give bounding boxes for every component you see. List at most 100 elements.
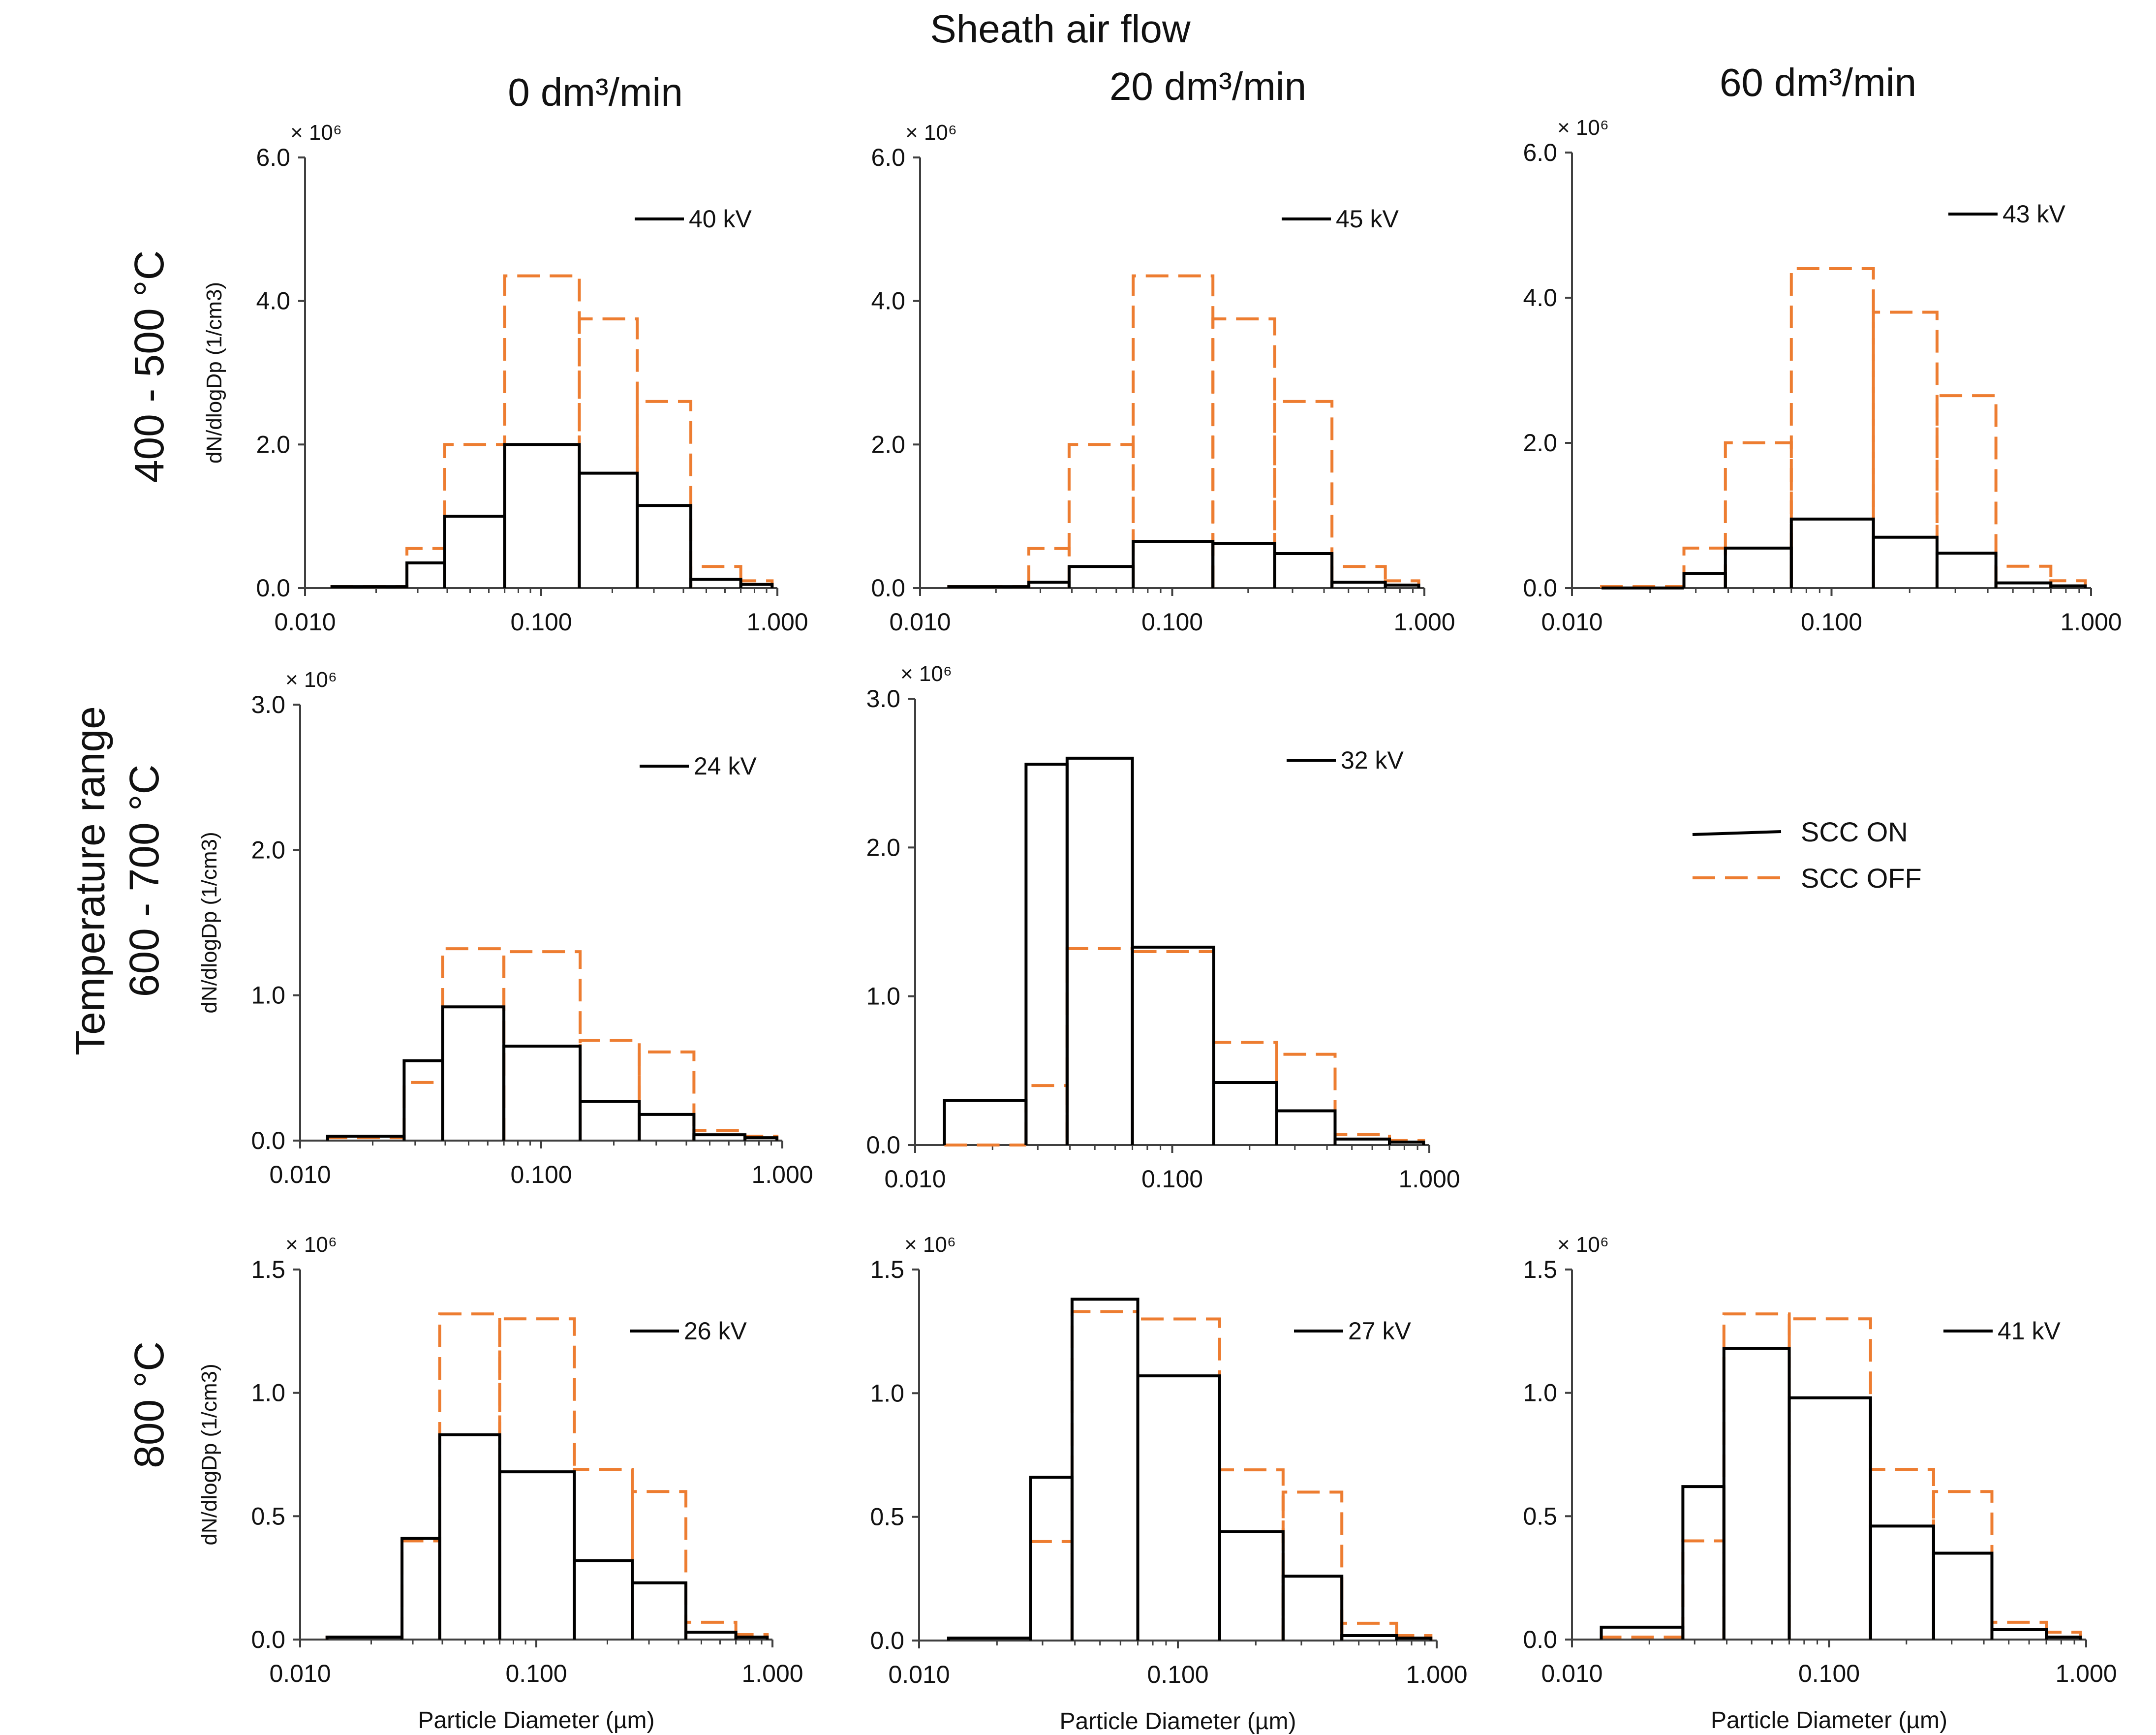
legend-label-scc-off: SCC OFF (1801, 863, 1922, 894)
row-labels: 400 - 500 °C Temperature range 600 - 700… (67, 250, 172, 1468)
y-multiplier-label: × 10⁶ (905, 121, 957, 145)
bar-scc-on (1724, 546, 1793, 588)
figure-header: Sheath air flow 0 dm³/min 20 dm³/min 60 … (508, 7, 1916, 114)
y-tick-label: 1.0 (866, 983, 900, 1010)
series-scc-off (325, 1312, 769, 1640)
bar-scc-on (1273, 552, 1334, 588)
bar-scc-on (743, 1136, 779, 1141)
y-tick-label: 1.0 (1523, 1379, 1557, 1407)
bar-scc-on (1024, 763, 1069, 1145)
y-tick-label: 0.0 (1523, 1626, 1557, 1653)
series-scc-on (947, 540, 1420, 589)
x-tick-label: 0.010 (888, 1661, 950, 1688)
x-tick-label: 1.000 (1406, 1661, 1467, 1688)
series-scc-off (330, 274, 774, 589)
bar-scc-on (1029, 1476, 1074, 1641)
voltage-annotation: 26 kV (684, 1317, 747, 1345)
series-scc-on (1602, 517, 2087, 589)
bar-scc-on (2045, 1635, 2082, 1640)
x-tick-label: 1.000 (751, 1161, 813, 1188)
x-tick-label: 0.100 (1141, 608, 1203, 636)
voltage-annotation: 45 kV (1336, 205, 1399, 233)
bar-scc-on (438, 1433, 501, 1640)
bar-scc-off (1869, 1468, 1935, 1640)
bar-scc-off (1330, 565, 1387, 588)
bar-scc-on (689, 578, 742, 588)
bar-scc-off (631, 1490, 688, 1640)
y-axis-label: dN/dlogDp (1/cm3) (197, 1363, 221, 1545)
bar-scc-off (402, 1081, 444, 1141)
y-tick-label: 2.0 (866, 834, 900, 861)
bar-scc-off (441, 947, 506, 1141)
bar-scc-off (1211, 317, 1276, 588)
bar-scc-on (1067, 565, 1135, 588)
y-tick-label: 2.0 (251, 836, 285, 864)
x-tick-label: 0.100 (510, 1161, 572, 1188)
y-multiplier-label: × 10⁶ (285, 668, 337, 692)
y-tick-label: 2.0 (1523, 429, 1557, 457)
y-tick-label: 0.0 (871, 574, 905, 602)
series-scc-on (1600, 1347, 2082, 1640)
bar-scc-off (1789, 267, 1875, 588)
x-tick-label: 0.100 (1798, 1660, 1860, 1687)
row-label-600-700: 600 - 700 °C (121, 765, 167, 997)
x-tick-label: 0.100 (1147, 1661, 1208, 1688)
y-tick-label: 6.0 (256, 144, 290, 171)
y-multiplier-label: × 10⁶ (900, 662, 952, 686)
x-tick-label: 0.100 (505, 1660, 567, 1687)
row-label-800: 800 °C (126, 1341, 172, 1468)
legend: SCC ON SCC OFF (1692, 816, 1922, 894)
bar-scc-off (579, 1039, 641, 1141)
bar-scc-off (438, 1312, 501, 1640)
bar-scc-off (1787, 1317, 1872, 1640)
voltage-annotation: 32 kV (1341, 746, 1404, 774)
x-tick-label: 0.010 (889, 608, 951, 636)
y-tick-label: 3.0 (866, 685, 900, 713)
bar-scc-on (1388, 1140, 1425, 1145)
bar-scc-on (579, 1100, 641, 1141)
bar-scc-off (573, 1468, 634, 1640)
y-tick-label: 4.0 (256, 287, 290, 315)
x-axis-label: Particle Diameter (µm) (1059, 1708, 1296, 1735)
y-multiplier-label: × 10⁶ (1557, 116, 1609, 140)
bar-scc-on (1932, 1551, 1994, 1640)
bar-scc-on (1682, 572, 1727, 588)
bar-scc-on (636, 504, 693, 588)
bar-scc-on (498, 1470, 576, 1640)
y-axis-label: dN/dlogDp (1/cm3) (202, 282, 226, 464)
x-tick-label: 0.010 (274, 608, 336, 636)
column-label-60: 60 dm³/min (1720, 61, 1916, 104)
y-tick-label: 0.0 (256, 574, 290, 602)
bar-scc-off (400, 1539, 441, 1640)
bar-scc-on (638, 1113, 696, 1141)
y-tick-label: 4.0 (1523, 284, 1557, 311)
bar-scc-on (402, 1059, 444, 1141)
voltage-annotation: 43 kV (2002, 200, 2066, 228)
y-tick-label: 0.0 (866, 1131, 900, 1159)
bar-scc-off (1932, 1490, 1994, 1640)
y-tick-label: 0.0 (870, 1627, 904, 1654)
chart-panel-r1-c3: 0.0 2.0 4.0 6.0× 10⁶ 0.010 0.100 1.000 43 kV (1523, 116, 2122, 636)
bar-scc-on (631, 1581, 688, 1640)
y-tick-label: 1.5 (870, 1256, 904, 1283)
bar-scc-off (638, 1050, 696, 1141)
bar-scc-on (443, 515, 506, 588)
bar-scc-on (330, 585, 409, 589)
voltage-annotation: 24 kV (694, 752, 757, 780)
bar-scc-off (1994, 564, 2053, 588)
bar-scc-off (1872, 310, 1939, 588)
y-multiplier-label: × 10⁶ (285, 1233, 337, 1257)
y-multiplier-label: × 10⁶ (1557, 1233, 1609, 1257)
bar-scc-on (2049, 584, 2087, 588)
bar-scc-on (1990, 1628, 2048, 1640)
header-title: Sheath air flow (930, 7, 1190, 51)
bar-scc-off (1212, 1041, 1278, 1145)
x-tick-label: 1.000 (1393, 608, 1455, 636)
bar-scc-off (1070, 1310, 1140, 1641)
y-tick-label: 4.0 (871, 287, 905, 315)
series-scc-off (947, 1310, 1433, 1641)
x-tick-label: 0.010 (269, 1660, 331, 1687)
bar-scc-off (578, 317, 639, 588)
bar-scc-off (1682, 546, 1727, 588)
